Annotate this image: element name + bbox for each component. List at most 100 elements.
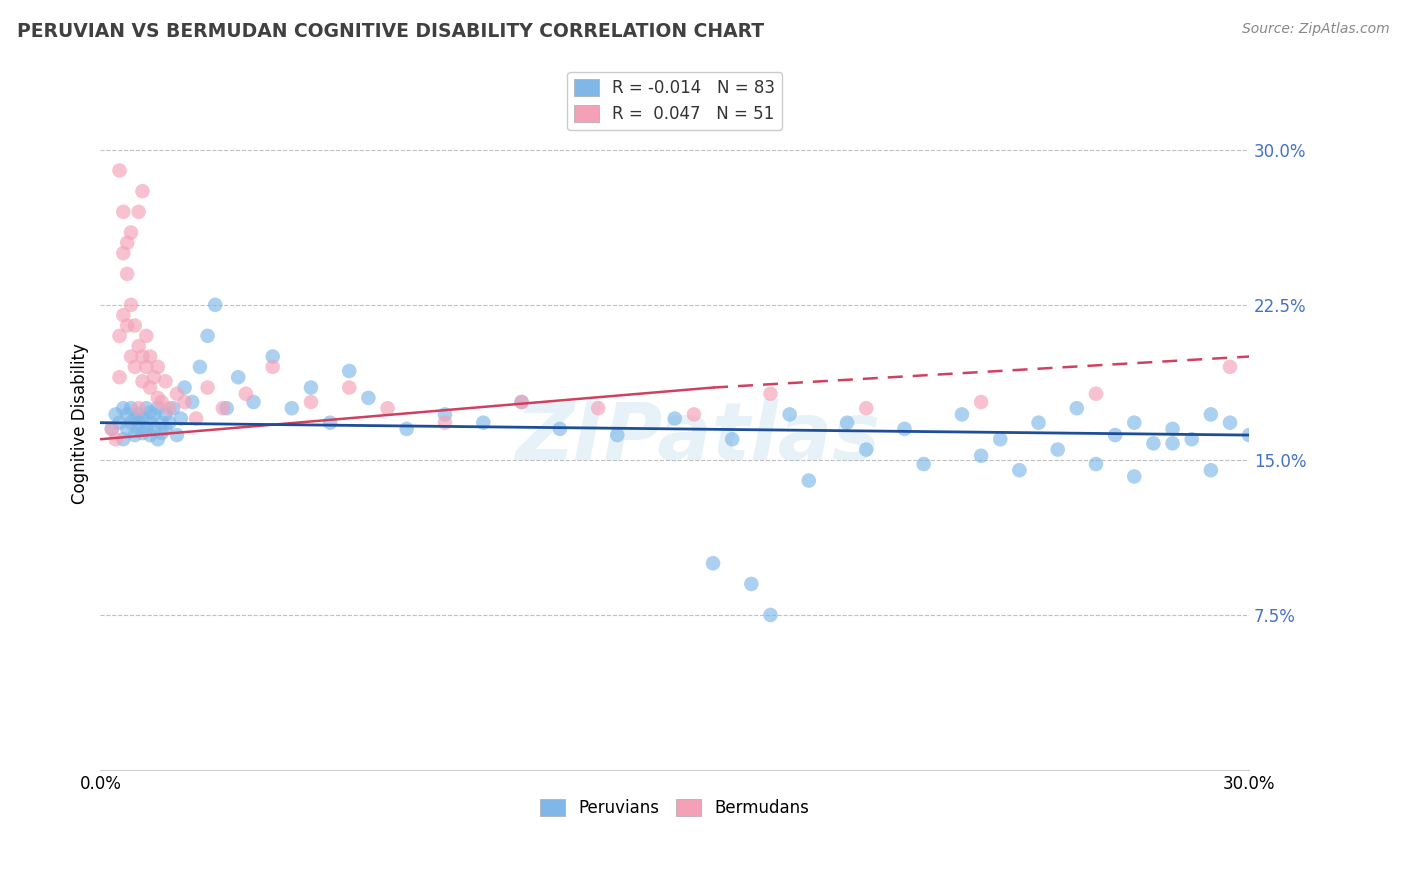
Point <box>162 401 184 416</box>
Point <box>128 416 150 430</box>
Point <box>702 556 724 570</box>
Point <box>970 395 993 409</box>
Point <box>135 359 157 374</box>
Point <box>139 405 162 419</box>
Point <box>150 425 173 440</box>
Point <box>143 370 166 384</box>
Point <box>855 401 877 416</box>
Point <box>124 428 146 442</box>
Point <box>377 401 399 416</box>
Point <box>131 411 153 425</box>
Point <box>433 416 456 430</box>
Point <box>510 395 533 409</box>
Point <box>157 416 180 430</box>
Point <box>721 432 744 446</box>
Point <box>357 391 380 405</box>
Point <box>188 359 211 374</box>
Point <box>135 329 157 343</box>
Point <box>197 380 219 394</box>
Point <box>181 395 204 409</box>
Point <box>472 416 495 430</box>
Point <box>139 428 162 442</box>
Point <box>835 416 858 430</box>
Point <box>235 386 257 401</box>
Point <box>155 408 177 422</box>
Point <box>1161 422 1184 436</box>
Point <box>143 422 166 436</box>
Text: PERUVIAN VS BERMUDAN COGNITIVE DISABILITY CORRELATION CHART: PERUVIAN VS BERMUDAN COGNITIVE DISABILIT… <box>17 22 763 41</box>
Point <box>108 416 131 430</box>
Point <box>797 474 820 488</box>
Point <box>131 425 153 440</box>
Point <box>197 329 219 343</box>
Point <box>166 428 188 442</box>
Point <box>108 163 131 178</box>
Point <box>146 401 169 416</box>
Point <box>146 432 169 446</box>
Point <box>212 401 235 416</box>
Point <box>131 350 153 364</box>
Point <box>128 339 150 353</box>
Point <box>131 375 153 389</box>
Point <box>262 350 284 364</box>
Point <box>112 432 135 446</box>
Point <box>1237 428 1260 442</box>
Point <box>970 449 993 463</box>
Point <box>146 359 169 374</box>
Point <box>104 408 127 422</box>
Point <box>139 416 162 430</box>
Point <box>120 401 142 416</box>
Point <box>395 422 418 436</box>
Point <box>1123 469 1146 483</box>
Point <box>108 329 131 343</box>
Point <box>173 380 195 394</box>
Point <box>893 422 915 436</box>
Point <box>184 411 207 425</box>
Point <box>319 416 342 430</box>
Point <box>1046 442 1069 457</box>
Point <box>299 380 322 394</box>
Point <box>1085 457 1108 471</box>
Point <box>173 395 195 409</box>
Point <box>124 411 146 425</box>
Point <box>204 298 226 312</box>
Point <box>1066 401 1088 416</box>
Point <box>124 359 146 374</box>
Point <box>606 428 628 442</box>
Point <box>135 422 157 436</box>
Point <box>912 457 935 471</box>
Point <box>1199 408 1222 422</box>
Point <box>1199 463 1222 477</box>
Point <box>115 318 138 333</box>
Point <box>337 380 360 394</box>
Point <box>101 422 124 436</box>
Point <box>586 401 609 416</box>
Point <box>855 442 877 457</box>
Point <box>120 298 142 312</box>
Point <box>124 318 146 333</box>
Point <box>120 226 142 240</box>
Point <box>281 401 304 416</box>
Point <box>112 308 135 322</box>
Point <box>150 395 173 409</box>
Point <box>128 408 150 422</box>
Point <box>128 204 150 219</box>
Point <box>548 422 571 436</box>
Y-axis label: Cognitive Disability: Cognitive Disability <box>72 343 89 504</box>
Point <box>1028 416 1050 430</box>
Point <box>988 432 1011 446</box>
Point <box>299 395 322 409</box>
Point <box>115 235 138 250</box>
Point <box>1085 386 1108 401</box>
Point <box>108 370 131 384</box>
Point <box>131 184 153 198</box>
Point <box>135 401 157 416</box>
Text: ZIPatlas: ZIPatlas <box>515 399 880 476</box>
Point <box>779 408 801 422</box>
Point <box>1104 428 1126 442</box>
Legend: Peruvians, Bermudans: Peruvians, Bermudans <box>533 792 815 824</box>
Point <box>1008 463 1031 477</box>
Point <box>242 395 264 409</box>
Point <box>128 422 150 436</box>
Text: Source: ZipAtlas.com: Source: ZipAtlas.com <box>1241 22 1389 37</box>
